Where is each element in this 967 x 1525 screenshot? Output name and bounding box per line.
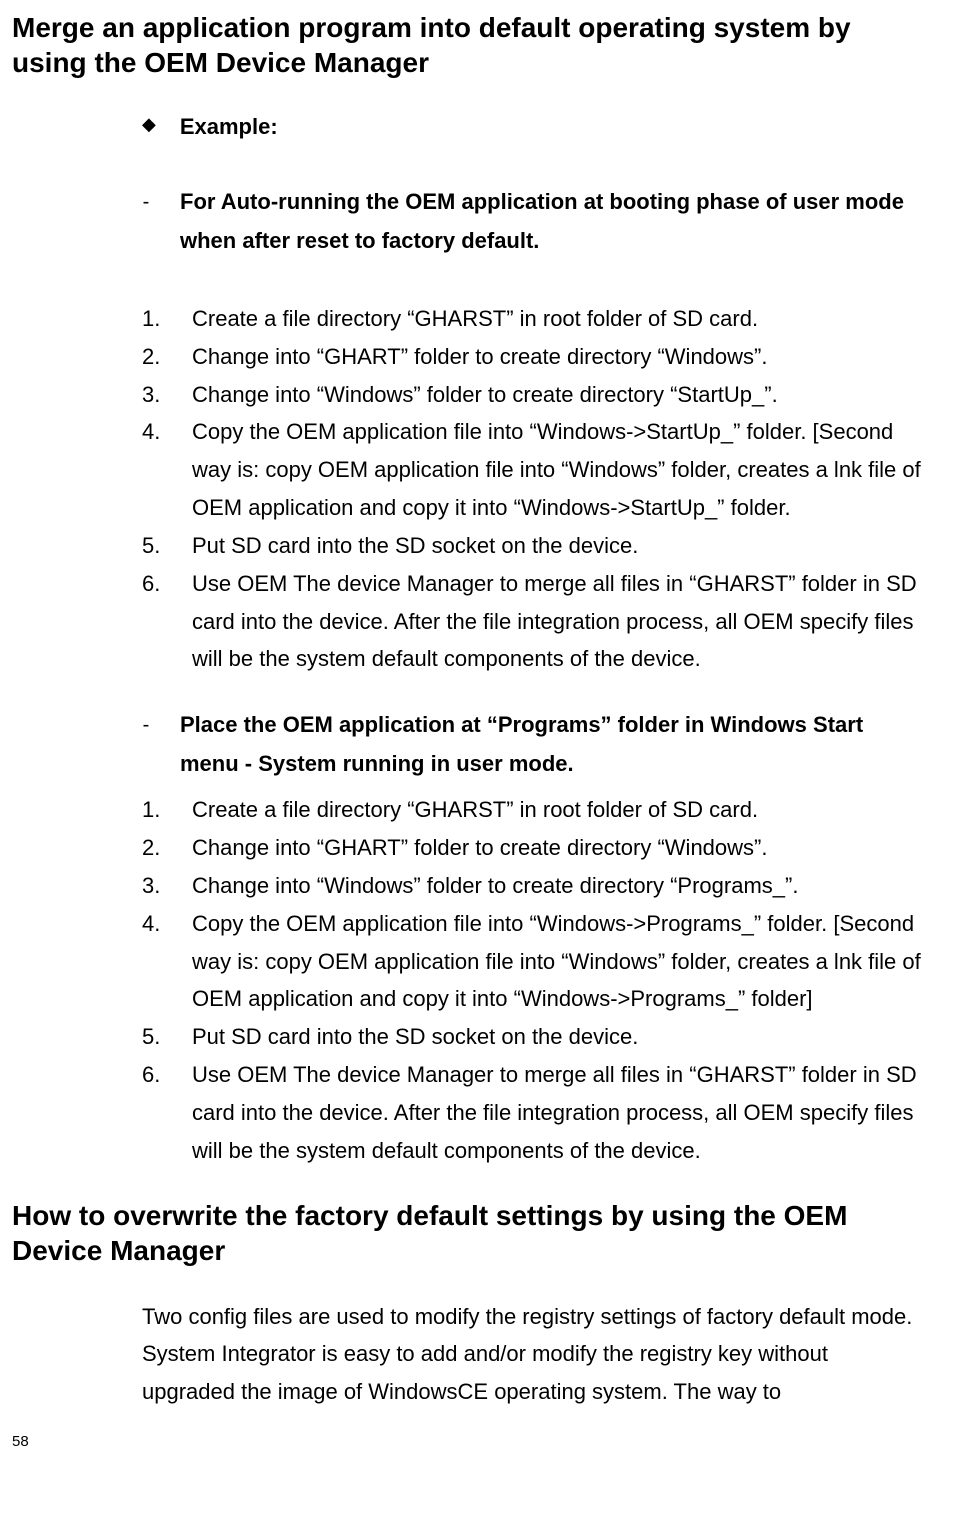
step-number: 5. [142,527,192,565]
step-number: 4. [142,905,192,1018]
section1-title: For Auto-running the OEM application at … [180,183,927,260]
list-item: 1. Create a file directory “GHARST” in r… [142,300,927,338]
paragraph: Two config files are used to modify the … [142,1298,927,1411]
step-text: Use OEM The device Manager to merge all … [192,565,927,678]
content-container: ◆ Example: - For Auto-running the OEM ap… [12,110,927,1170]
list-item: 4. Copy the OEM application file into “W… [142,413,927,526]
dash-icon: - [142,706,150,783]
list-item: 2. Change into “GHART” folder to create … [142,338,927,376]
step-text: Change into “GHART” folder to create dir… [192,338,767,376]
section1-steps: 1. Create a file directory “GHARST” in r… [142,300,927,678]
page-heading-2: How to overwrite the factory default set… [12,1198,927,1268]
section2-steps: 1. Create a file directory “GHARST” in r… [142,791,927,1169]
step-text: Change into “GHART” folder to create dir… [192,829,767,867]
list-item: 5. Put SD card into the SD socket on the… [142,1018,927,1056]
dash-icon: - [142,183,150,260]
diamond-icon: ◆ [142,110,156,143]
step-number: 3. [142,376,192,414]
step-text: Create a file directory “GHARST” in root… [192,300,758,338]
step-text: Change into “Windows” folder to create d… [192,376,778,414]
step-text: Create a file directory “GHARST” in root… [192,791,758,829]
step-number: 1. [142,300,192,338]
step-number: 1. [142,791,192,829]
page-number: 58 [12,1431,927,1454]
list-item: 4. Copy the OEM application file into “W… [142,905,927,1018]
step-text: Use OEM The device Manager to merge all … [192,1056,927,1169]
step-number: 4. [142,413,192,526]
content-container-2: Two config files are used to modify the … [12,1298,927,1411]
list-item: 1. Create a file directory “GHARST” in r… [142,791,927,829]
list-item: 6. Use OEM The device Manager to merge a… [142,565,927,678]
list-item: 5. Put SD card into the SD socket on the… [142,527,927,565]
step-text: Copy the OEM application file into “Wind… [192,905,927,1018]
step-text: Put SD card into the SD socket on the de… [192,1018,638,1056]
step-number: 5. [142,1018,192,1056]
section1-header: - For Auto-running the OEM application a… [142,183,927,260]
step-text: Put SD card into the SD socket on the de… [192,527,638,565]
step-number: 3. [142,867,192,905]
list-item: 3. Change into “Windows” folder to creat… [142,376,927,414]
page-heading-1: Merge an application program into defaul… [12,10,927,80]
step-number: 2. [142,829,192,867]
step-number: 6. [142,1056,192,1169]
list-item: 3. Change into “Windows” folder to creat… [142,867,927,905]
step-text: Copy the OEM application file into “Wind… [192,413,927,526]
step-number: 2. [142,338,192,376]
example-bullet: ◆ Example: [142,110,927,143]
list-item: 2. Change into “GHART” folder to create … [142,829,927,867]
example-label: Example: [180,110,278,143]
list-item: 6. Use OEM The device Manager to merge a… [142,1056,927,1169]
step-number: 6. [142,565,192,678]
section2-header: - Place the OEM application at “Programs… [142,706,927,783]
section2-title: Place the OEM application at “Programs” … [180,706,927,783]
step-text: Change into “Windows” folder to create d… [192,867,798,905]
